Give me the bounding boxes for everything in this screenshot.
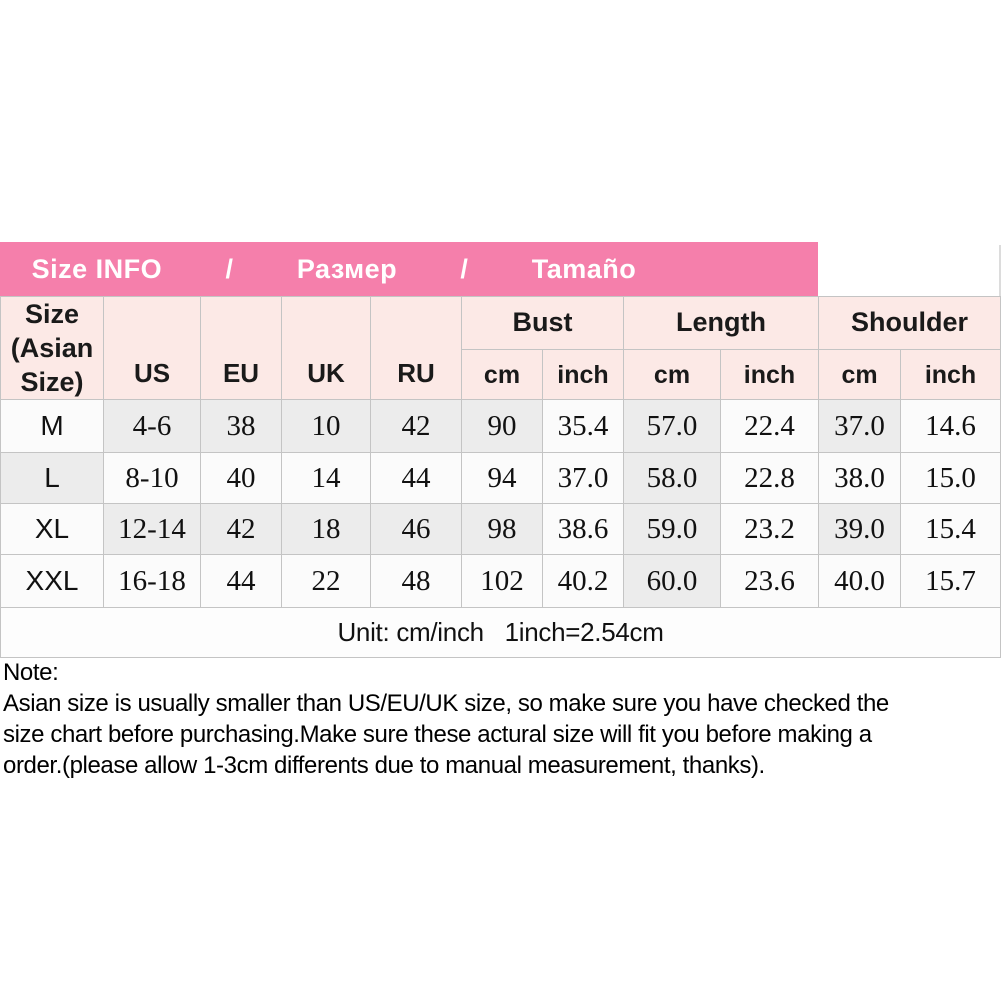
value-cell-eu: 38 (200, 399, 282, 453)
value-cell-uk: 22 (281, 554, 371, 608)
size-cell: M (0, 399, 104, 453)
banner-label-ru: Размер (296, 253, 398, 284)
value-cell-shoulder-inch: 14.6 (900, 399, 1002, 453)
sub-header-shoulder-inch: inch (900, 348, 1002, 400)
note-title: Note: (3, 659, 59, 686)
group-header-length: Length (622, 296, 820, 350)
value-cell-length-inch: 23.6 (719, 554, 820, 608)
table-row-l: L 8-10 40 14 44 94 37.0 58.0 22.8 38.0 1… (0, 452, 1002, 504)
sub-header-length-cm: cm (623, 348, 721, 400)
value-cell-us: 4-6 (103, 399, 201, 453)
value-cell-bust-cm: 102 (461, 554, 543, 608)
value-cell-bust-inch: 38.6 (542, 503, 624, 555)
value-cell-length-inch: 23.2 (719, 503, 820, 555)
sub-header-shoulder-cm: cm (818, 348, 902, 400)
value-cell-length-cm: 59.0 (623, 503, 721, 555)
value-cell-us: 16-18 (103, 554, 201, 608)
value-cell-shoulder-cm: 39.0 (818, 503, 902, 555)
value-cell-shoulder-cm: 37.0 (818, 399, 902, 453)
header-sub-row: cm inch cm inch cm inch (1, 348, 1002, 400)
value-cell-length-cm: 57.0 (623, 399, 721, 453)
banner-label-en: Size INFO (31, 253, 163, 284)
banner-separator-1: / (225, 253, 234, 284)
value-cell-bust-inch: 37.0 (542, 452, 624, 504)
value-cell-shoulder-cm: 40.0 (818, 554, 902, 608)
value-cell-length-inch: 22.4 (719, 399, 820, 453)
value-cell-ru: 48 (370, 554, 462, 608)
note-block: Note: Asian size is usually smaller than… (3, 657, 1001, 781)
value-cell-shoulder-inch: 15.0 (900, 452, 1002, 504)
value-cell-ru: 42 (370, 399, 462, 453)
banner-label-es: Tamaño (531, 253, 637, 284)
group-header-bust: Bust (461, 296, 624, 350)
value-cell-ru: 46 (370, 503, 462, 555)
col-header-eu: EU (200, 296, 282, 400)
value-cell-bust-cm: 98 (461, 503, 543, 555)
header-group-row: Size (Asian Size) US EU UK RU Bust Lengt… (0, 296, 1002, 400)
table-row-m: M 4-6 38 10 42 90 35.4 57.0 22.4 37.0 14… (0, 399, 1002, 453)
table-row-xxl: XXL 16-18 44 22 48 102 40.2 60.0 23.6 40… (0, 554, 1002, 608)
unit-row: Unit: cm/inch 1inch=2.54cm (0, 607, 1002, 658)
value-cell-eu: 42 (200, 503, 282, 555)
note-line: size chart before purchasing.Make sure t… (3, 721, 872, 748)
col-header-uk: UK (281, 296, 371, 400)
size-info-banner: Size INFO / Размер / Tamaño (0, 242, 818, 296)
note-line: Asian size is usually smaller than US/EU… (3, 690, 889, 717)
value-cell-ru: 44 (370, 452, 462, 504)
col-header-ru: RU (370, 296, 462, 400)
value-cell-us: 8-10 (103, 452, 201, 504)
sub-header-bust-inch: inch (542, 348, 624, 400)
sub-header-bust-cm: cm (461, 348, 543, 400)
value-cell-shoulder-inch: 15.4 (900, 503, 1002, 555)
value-cell-bust-cm: 94 (461, 452, 543, 504)
col-header-us: US (103, 296, 201, 400)
value-cell-eu: 44 (200, 554, 282, 608)
value-cell-length-cm: 58.0 (623, 452, 721, 504)
unit-note: Unit: cm/inch 1inch=2.54cm (0, 607, 1002, 658)
corner-header-size-asian: Size (Asian Size) (0, 296, 104, 400)
size-cell: XXL (0, 554, 104, 608)
table-row-xl: XL 12-14 42 18 46 98 38.6 59.0 23.2 39.0… (0, 503, 1002, 555)
right-edge-rule (999, 245, 1001, 296)
banner-separator-2: / (460, 253, 469, 284)
value-cell-length-inch: 22.8 (719, 452, 820, 504)
value-cell-bust-inch: 40.2 (542, 554, 624, 608)
note-line: order.(please allow 1-3cm differents due… (3, 752, 765, 779)
value-cell-uk: 14 (281, 452, 371, 504)
size-cell: XL (0, 503, 104, 555)
value-cell-bust-inch: 35.4 (542, 399, 624, 453)
size-chart-table: Size (Asian Size) US EU UK RU Bust Lengt… (0, 296, 1002, 658)
value-cell-bust-cm: 90 (461, 399, 543, 453)
value-cell-us: 12-14 (103, 503, 201, 555)
sub-header-length-inch: inch (719, 348, 820, 400)
group-header-shoulder: Shoulder (818, 296, 1002, 350)
value-cell-shoulder-cm: 38.0 (818, 452, 902, 504)
value-cell-uk: 18 (281, 503, 371, 555)
value-cell-length-cm: 60.0 (623, 554, 721, 608)
value-cell-uk: 10 (281, 399, 371, 453)
value-cell-eu: 40 (200, 452, 282, 504)
value-cell-shoulder-inch: 15.7 (900, 554, 1002, 608)
size-cell: L (0, 452, 104, 504)
